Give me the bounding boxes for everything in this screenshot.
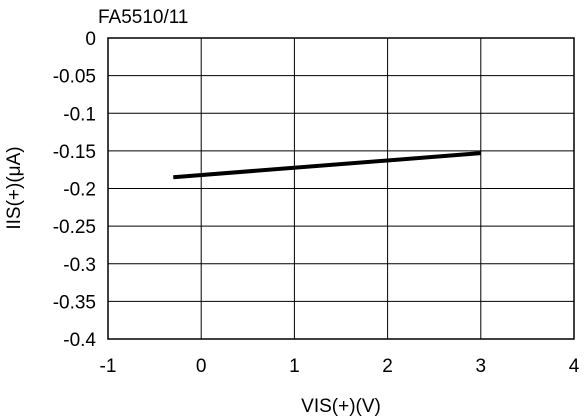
y-tick-label: -0.2 xyxy=(63,180,96,201)
grid xyxy=(107,37,575,340)
x-tick-label: 2 xyxy=(382,356,393,377)
x-axis-label: VIS(+)(V) xyxy=(301,396,381,417)
y-tick-label: 0 xyxy=(85,29,96,50)
y-tick-label: -0.15 xyxy=(53,142,96,163)
y-axis-label: IIS(+)(μA) xyxy=(4,146,25,229)
y-tick-label: -0.35 xyxy=(53,292,96,313)
y-tick-label: -0.3 xyxy=(63,255,96,276)
x-tick-label: 0 xyxy=(196,356,207,377)
series-layer xyxy=(173,151,481,180)
x-tick-label: -1 xyxy=(100,356,117,377)
x-tick-label: 4 xyxy=(569,356,580,377)
y-tick-label: -0.25 xyxy=(53,217,96,238)
x-tick-labels: -1 0 1 2 3 4 xyxy=(100,356,580,377)
y-tick-label: -0.05 xyxy=(53,67,96,88)
y-tick-labels: 0 -0.05 -0.1 -0.15 -0.2 -0.25 -0.3 -0.35 -0.4 xyxy=(53,29,97,351)
x-tick-label: 1 xyxy=(289,356,300,377)
series-line-0 xyxy=(173,151,481,180)
y-tick-label: -0.1 xyxy=(63,104,96,125)
x-tick-label: 3 xyxy=(476,356,487,377)
plot-frame xyxy=(107,37,575,340)
y-tick-label: -0.4 xyxy=(63,330,96,351)
chart-title: FA5510/11 xyxy=(98,7,189,28)
